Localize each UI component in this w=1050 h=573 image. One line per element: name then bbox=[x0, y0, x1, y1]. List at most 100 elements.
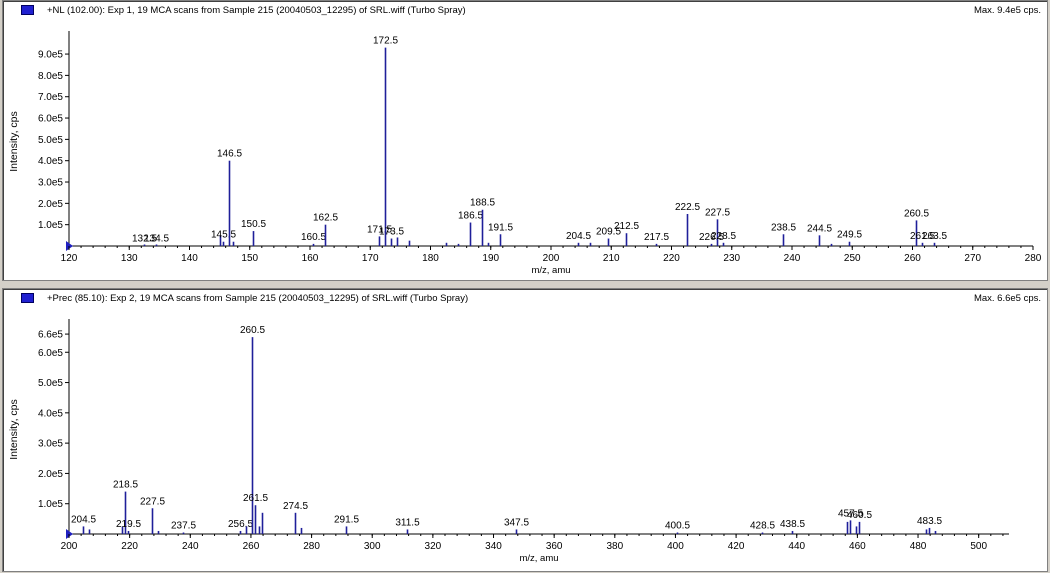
spectrum-pane-2: +Prec (85.10): Exp 2, 19 MCA scans from … bbox=[2, 288, 1048, 572]
x-tick-label: 460 bbox=[849, 541, 866, 552]
max-intensity-label: Max. 6.6e5 cps. bbox=[973, 293, 1041, 304]
x-tick-label: 130 bbox=[121, 253, 138, 264]
peak-label: 249.5 bbox=[837, 230, 862, 241]
peak-label: 226.5 bbox=[699, 232, 724, 243]
x-tick-label: 280 bbox=[1025, 253, 1042, 264]
x-axis-label: m/z, amu bbox=[531, 265, 570, 276]
peak-label: 261.5 bbox=[910, 231, 935, 242]
x-tick-label: 270 bbox=[964, 253, 981, 264]
x-tick-label: 260 bbox=[904, 253, 921, 264]
peak-label: 263.5 bbox=[922, 231, 947, 242]
series-color-marker[interactable] bbox=[21, 5, 34, 15]
x-tick-label: 120 bbox=[61, 253, 78, 264]
peak-label: 173.5 bbox=[379, 227, 404, 238]
y-tick-label: 1.0e5 bbox=[38, 499, 63, 510]
x-tick-label: 170 bbox=[362, 253, 379, 264]
x-tick-label: 150 bbox=[241, 253, 258, 264]
peak-label: 274.5 bbox=[283, 501, 308, 512]
x-tick-label: 240 bbox=[182, 541, 199, 552]
peak-label: 438.5 bbox=[780, 519, 805, 530]
x-tick-label: 190 bbox=[482, 253, 499, 264]
y-tick-label: 2.0e5 bbox=[38, 469, 63, 480]
spectrum-title: +NL (102.00): Exp 1, 19 MCA scans from S… bbox=[47, 5, 466, 16]
peak-label: 428.5 bbox=[750, 520, 775, 531]
peak-label: 219.5 bbox=[116, 519, 141, 530]
x-tick-label: 220 bbox=[121, 541, 138, 552]
max-intensity-label: Max. 9.4e5 cps. bbox=[973, 5, 1041, 16]
y-tick-label: 3.0e5 bbox=[38, 439, 63, 450]
peak-label: 227.5 bbox=[705, 207, 730, 218]
x-tick-label: 160 bbox=[302, 253, 319, 264]
peak-label: 483.5 bbox=[917, 516, 942, 527]
spectrum-plot[interactable]: 120 130 140 150 160 170 180 190 200 210 220 230 240 2… bbox=[3, 1, 1047, 280]
peak-label: 162.5 bbox=[313, 213, 338, 224]
peak-label: 228.5 bbox=[711, 231, 736, 242]
peak-label: 186.5 bbox=[458, 211, 483, 222]
x-tick-label: 240 bbox=[784, 253, 801, 264]
x-tick-label: 440 bbox=[788, 541, 805, 552]
peak-label: 191.5 bbox=[488, 222, 513, 233]
peak-label: 172.5 bbox=[373, 36, 398, 47]
peak-label: 217.5 bbox=[644, 232, 669, 243]
x-tick-label: 500 bbox=[970, 541, 987, 552]
peak-label: 260.5 bbox=[240, 325, 265, 336]
x-tick-label: 420 bbox=[728, 541, 745, 552]
peak-label: 457.5 bbox=[838, 508, 863, 519]
x-tick-label: 340 bbox=[485, 541, 502, 552]
x-tick-label: 360 bbox=[546, 541, 563, 552]
spectrum-title: +Prec (85.10): Exp 2, 19 MCA scans from … bbox=[47, 293, 469, 304]
x-axis-label: m/z, amu bbox=[519, 553, 558, 564]
x-tick-label: 200 bbox=[61, 541, 78, 552]
y-tick-label: 3.0e5 bbox=[38, 178, 63, 189]
y-tick-label: 2.0e5 bbox=[38, 199, 63, 210]
x-tick-label: 180 bbox=[422, 253, 439, 264]
peak-label: 132.5 bbox=[132, 234, 157, 245]
x-tick-label: 300 bbox=[364, 541, 381, 552]
x-tick-label: 200 bbox=[543, 253, 560, 264]
x-tick-label: 140 bbox=[181, 253, 198, 264]
peak-label: 160.5 bbox=[301, 232, 326, 243]
peak-label: 460.5 bbox=[847, 510, 872, 521]
peak-label: 311.5 bbox=[395, 517, 420, 528]
x-tick-label: 260 bbox=[243, 541, 260, 552]
x-tick-label: 380 bbox=[606, 541, 623, 552]
x-tick-label: 210 bbox=[603, 253, 620, 264]
peak-label: 204.5 bbox=[566, 231, 591, 242]
peak-label: 261.5 bbox=[243, 493, 268, 504]
peak-label: 400.5 bbox=[665, 520, 690, 531]
peak-label: 238.5 bbox=[771, 222, 796, 233]
peak-label: 212.5 bbox=[614, 221, 639, 232]
peak-label: 145.5 bbox=[211, 230, 236, 241]
peak-label: 204.5 bbox=[71, 514, 96, 525]
peak-label: 260.5 bbox=[904, 208, 929, 219]
spectrum-plot[interactable]: 200 220 240 260 280 300 320 340 360 380 400 420 440 4… bbox=[3, 289, 1047, 571]
y-tick-label: 6.0e5 bbox=[38, 348, 63, 359]
x-tick-label: 480 bbox=[910, 541, 927, 552]
y-tick-label: 4.0e5 bbox=[38, 156, 63, 167]
x-tick-label: 230 bbox=[723, 253, 740, 264]
y-axis-label: Intensity, cps bbox=[8, 111, 20, 172]
peak-label: 150.5 bbox=[241, 219, 266, 230]
peak-label: 222.5 bbox=[675, 202, 700, 213]
x-tick-label: 400 bbox=[667, 541, 684, 552]
peak-label: 209.5 bbox=[596, 227, 621, 238]
x-tick-label: 280 bbox=[303, 541, 320, 552]
peak-label: 244.5 bbox=[807, 223, 832, 234]
peak-label: 188.5 bbox=[470, 198, 495, 209]
peak-label: 291.5 bbox=[334, 514, 359, 525]
y-tick-label: 5.0e5 bbox=[38, 135, 63, 146]
x-tick-label: 220 bbox=[663, 253, 680, 264]
pane-header: +NL (102.00): Exp 1, 19 MCA scans from S… bbox=[3, 1, 1047, 21]
y-tick-label: 6.0e5 bbox=[38, 114, 63, 125]
pane-header: +Prec (85.10): Exp 2, 19 MCA scans from … bbox=[3, 289, 1047, 309]
y-tick-label: 1.0e5 bbox=[38, 220, 63, 231]
series-color-marker[interactable] bbox=[21, 293, 34, 303]
peak-label: 218.5 bbox=[113, 480, 138, 491]
y-tick-label: 5.0e5 bbox=[38, 378, 63, 389]
y-tick-label: 7.0e5 bbox=[38, 92, 63, 103]
y-tick-label: 4.0e5 bbox=[38, 408, 63, 419]
spectrum-pane-1: +NL (102.00): Exp 1, 19 MCA scans from S… bbox=[2, 0, 1048, 281]
peak-label: 256.5 bbox=[228, 519, 253, 530]
x-tick-label: 320 bbox=[425, 541, 442, 552]
peak-label: 146.5 bbox=[217, 149, 242, 160]
